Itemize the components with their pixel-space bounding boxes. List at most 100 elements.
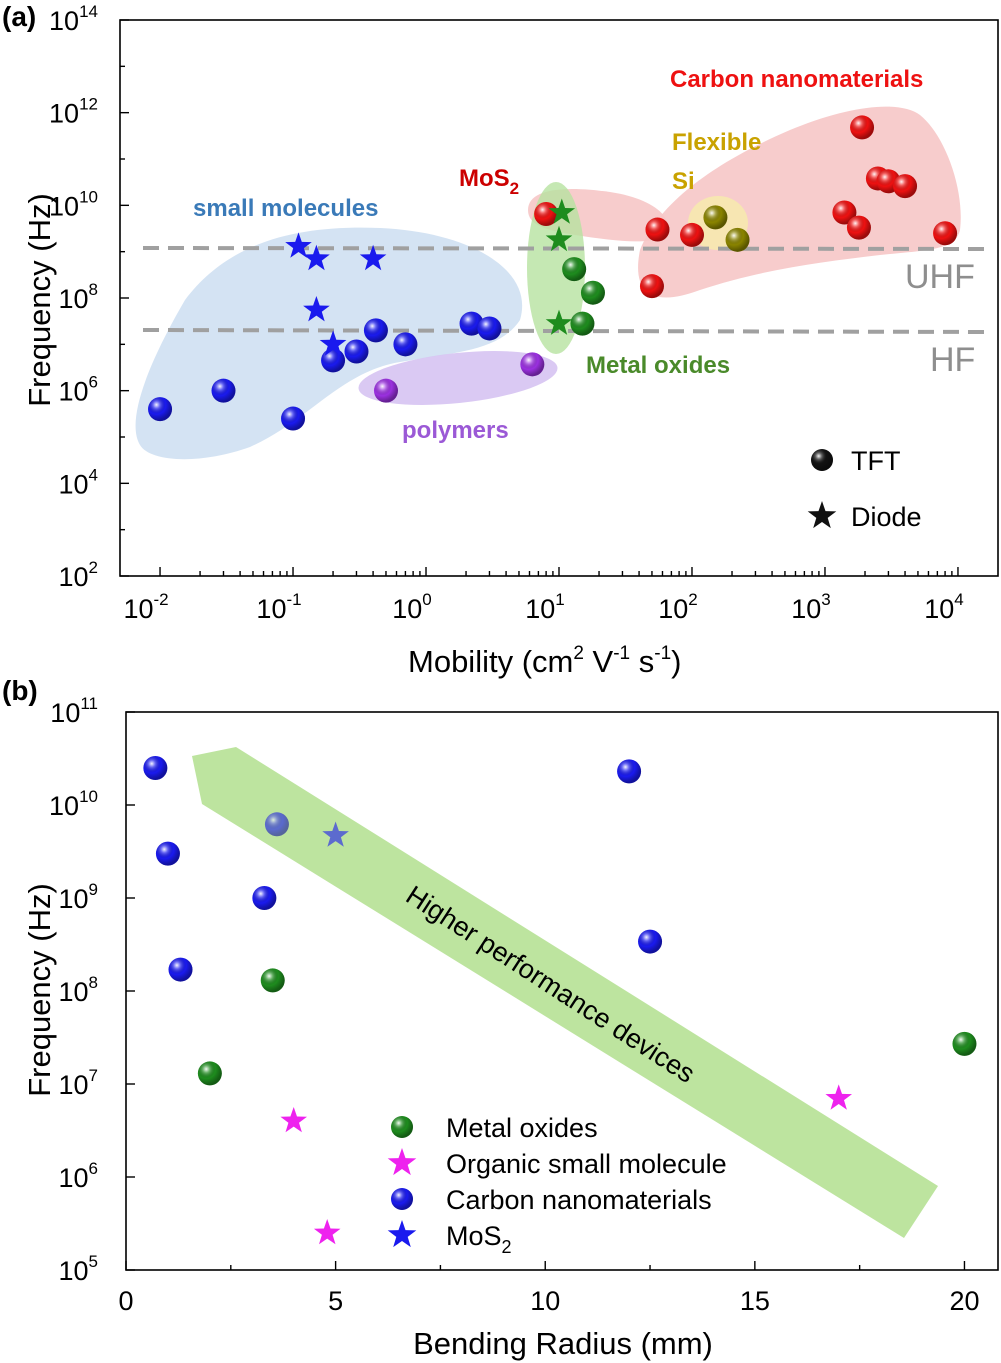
x-axis-title-a-exp3: -1 — [654, 643, 671, 664]
x-tick-base: 10 — [525, 594, 555, 624]
y-tick-exp: 7 — [89, 1066, 98, 1085]
y-tick-base: 10 — [58, 562, 88, 592]
x-tick-label-b: 20 — [949, 1286, 979, 1316]
x-tick-base: 10 — [392, 594, 422, 624]
x-tick-label-a: 103 — [791, 590, 831, 624]
data-point-a-circle — [850, 115, 875, 140]
y-tick-exp: 12 — [79, 95, 98, 114]
legend-b: Metal oxides Organic small molecule Carb… — [387, 1113, 727, 1257]
data-point-a-circle — [148, 397, 173, 422]
uhf-line — [142, 246, 991, 251]
data-point-a-circle — [363, 318, 388, 343]
data-point-b-circle — [264, 812, 289, 837]
points-b — [143, 755, 977, 1245]
data-point-a-circle — [534, 202, 559, 227]
legend-b-organic-marker — [387, 1148, 417, 1176]
data-point-a-circle-shine — [363, 318, 388, 343]
label-mos2: MoS2 — [459, 165, 519, 198]
data-point-a-circle — [893, 174, 918, 199]
y-tick-exp: 8 — [89, 280, 98, 299]
data-point-a-circle-shine — [893, 174, 918, 199]
data-point-b-circle-shine — [197, 1061, 222, 1086]
y-tick-label-a: 104 — [58, 465, 98, 499]
data-point-a-circle-shine — [344, 339, 369, 364]
x-axis-title-a-text: Mobility (cm — [408, 644, 573, 679]
data-point-a-circle — [645, 217, 670, 242]
y-tick-base: 10 — [49, 6, 79, 36]
data-point-a-circle — [639, 274, 664, 299]
y-tick-label-b: 105 — [58, 1252, 98, 1286]
data-point-b-circle — [252, 886, 277, 910]
x-tick-label-b: 0 — [118, 1286, 133, 1316]
x-tick-label-a: 100 — [392, 590, 432, 624]
data-point-a-circle-shine — [148, 397, 173, 422]
y-tick-base: 10 — [49, 791, 79, 821]
data-point-a-star — [319, 330, 347, 356]
x-axis-title-a-text3: s — [630, 644, 654, 679]
x-tick-exp: -2 — [153, 590, 168, 609]
data-point-a-circle-shine — [725, 227, 750, 252]
label-small-molecules: small molecules — [193, 195, 378, 222]
data-point-b-circle — [155, 841, 180, 866]
panel-a-label: (a) — [2, 1, 36, 32]
y-tick-label-a: 106 — [58, 373, 98, 407]
y-tick-base: 10 — [49, 99, 79, 129]
y-tick-exp: 14 — [79, 2, 98, 21]
data-point-a-circle-shine — [562, 257, 587, 282]
data-point-a-circle — [344, 339, 369, 364]
legend-b-metal-oxides-shine — [391, 1116, 413, 1138]
label-metal-oxides: Metal oxides — [586, 352, 730, 379]
data-point-a-star — [545, 225, 573, 252]
y-tick-exp: 8 — [89, 973, 98, 992]
label-carbon-nanomaterials: Carbon nanomaterials — [670, 66, 923, 93]
x-axis-title-a-exp2: -1 — [613, 643, 630, 664]
data-point-a-circle-shine — [393, 332, 418, 357]
data-point-b-circle-shine — [155, 841, 180, 866]
data-point-b-star — [313, 1219, 341, 1245]
x-tick-exp: 3 — [821, 590, 830, 609]
data-point-a-star — [545, 309, 573, 335]
data-point-b-circle — [617, 759, 642, 784]
x-tick-label-a: 101 — [525, 590, 565, 624]
label-si: Si — [672, 168, 695, 195]
x-axis-title-a-text2: V — [584, 644, 614, 679]
data-point-a-circle-shine — [850, 115, 875, 140]
y-tick-exp: 11 — [80, 694, 98, 713]
data-point-b-circle-shine — [638, 929, 663, 954]
legend-b-carbon-shine — [391, 1188, 413, 1210]
data-point-a-circle — [703, 205, 728, 230]
legend-b-metal-oxides-label: Metal oxides — [446, 1113, 598, 1143]
data-point-a-circle-shine — [580, 280, 605, 305]
y-tick-base: 10 — [49, 191, 79, 221]
legend-b-mos2-sub: 2 — [502, 1237, 512, 1257]
y-tick-label-b: 108 — [58, 973, 98, 1007]
y-tick-label-a: 1014 — [49, 2, 98, 36]
x-tick-label-b: 10 — [530, 1286, 560, 1316]
y-tick-label-a: 108 — [58, 280, 98, 314]
data-point-a-circle-shine — [211, 378, 236, 403]
data-point-b-circle-shine — [143, 755, 168, 780]
y-axis-title-b: Frequency (Hz) — [22, 883, 57, 1097]
data-point-a-circle — [477, 316, 502, 341]
data-point-a-circle-shine — [639, 274, 664, 299]
y-tick-base: 10 — [50, 698, 80, 728]
data-point-a-star — [285, 232, 312, 258]
legend-b-organic-label: Organic small molecule — [446, 1149, 727, 1179]
data-point-b-circle — [197, 1061, 222, 1086]
y-tick-label-a: 1010 — [49, 187, 98, 221]
x-tick-label-b: 15 — [740, 1286, 770, 1316]
y-tick-label-b: 1011 — [50, 694, 98, 728]
y-tick-label-b: 107 — [58, 1066, 98, 1100]
data-point-a-circle-shine — [645, 217, 670, 242]
data-point-b-circle-shine — [952, 1031, 977, 1056]
data-point-b-circle — [952, 1031, 977, 1056]
data-point-a-circle — [570, 311, 595, 336]
y-tick-exp: 4 — [89, 465, 98, 484]
points-a — [148, 115, 958, 431]
data-point-b-circle — [168, 957, 193, 982]
legend-b-carbon-label: Carbon nanomaterials — [446, 1185, 712, 1215]
legend-a: TFT Diode — [807, 446, 922, 532]
x-tick-label-a: 10-1 — [256, 590, 301, 624]
data-point-a-star — [359, 244, 387, 271]
